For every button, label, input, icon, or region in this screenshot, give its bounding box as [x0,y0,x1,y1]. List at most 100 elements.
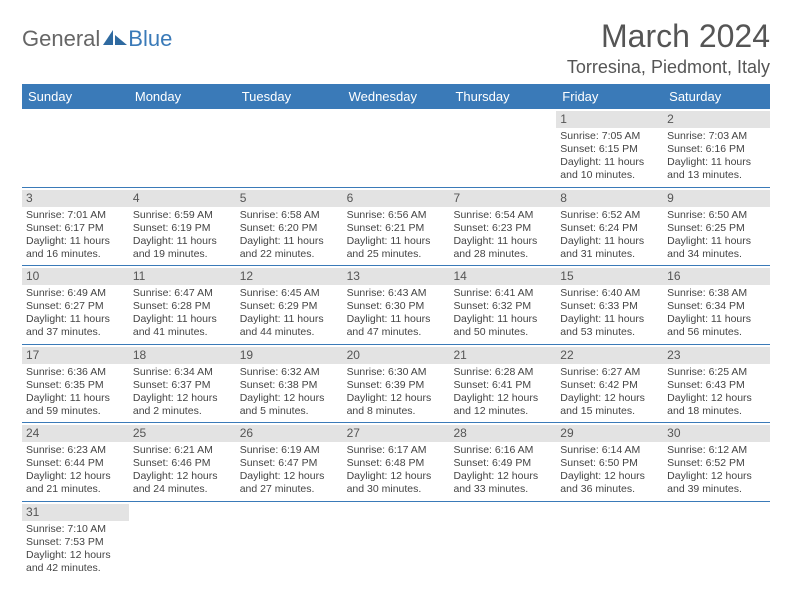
sunrise-text: Sunrise: 6:25 AM [667,366,766,379]
daylight-text: Daylight: 11 hours [347,235,446,248]
daylight-text: and 27 minutes. [240,483,339,496]
calendar-day: 7Sunrise: 6:54 AMSunset: 6:23 PMDaylight… [449,188,556,266]
sunset-text: Sunset: 6:24 PM [560,222,659,235]
sunrise-text: Sunrise: 6:43 AM [347,287,446,300]
sunset-text: Sunset: 6:44 PM [26,457,125,470]
day-number: 6 [343,190,450,207]
daylight-text: and 37 minutes. [26,326,125,339]
day-number: 3 [22,190,129,207]
sunrise-text: Sunrise: 7:10 AM [26,523,125,536]
daylight-text: and 8 minutes. [347,405,446,418]
sunrise-text: Sunrise: 6:58 AM [240,209,339,222]
daylight-text: and 12 minutes. [453,405,552,418]
calendar-day: 30Sunrise: 6:12 AMSunset: 6:52 PMDayligh… [663,423,770,501]
daylight-text: Daylight: 12 hours [347,470,446,483]
day-number: 28 [449,425,556,442]
sunset-text: Sunset: 6:50 PM [560,457,659,470]
calendar-empty [449,109,556,187]
daylight-text: and 21 minutes. [26,483,125,496]
sunset-text: Sunset: 6:37 PM [133,379,232,392]
sunset-text: Sunset: 6:32 PM [453,300,552,313]
day-number: 13 [343,268,450,285]
daylight-text: Daylight: 12 hours [26,549,125,562]
sunset-text: Sunset: 6:16 PM [667,143,766,156]
sunrise-text: Sunrise: 7:03 AM [667,130,766,143]
calendar-day: 20Sunrise: 6:30 AMSunset: 6:39 PMDayligh… [343,345,450,423]
daylight-text: and 39 minutes. [667,483,766,496]
daylight-text: Daylight: 11 hours [133,313,232,326]
location: Torresina, Piedmont, Italy [567,57,770,78]
daylight-text: Daylight: 12 hours [667,392,766,405]
sunset-text: Sunset: 6:25 PM [667,222,766,235]
calendar-day: 17Sunrise: 6:36 AMSunset: 6:35 PMDayligh… [22,345,129,423]
calendar-day: 26Sunrise: 6:19 AMSunset: 6:47 PMDayligh… [236,423,343,501]
daylight-text: and 15 minutes. [560,405,659,418]
calendar-row: 24Sunrise: 6:23 AMSunset: 6:44 PMDayligh… [22,423,770,502]
calendar-day: 15Sunrise: 6:40 AMSunset: 6:33 PMDayligh… [556,266,663,344]
daylight-text: Daylight: 11 hours [133,235,232,248]
sunrise-text: Sunrise: 6:16 AM [453,444,552,457]
daylight-text: Daylight: 11 hours [560,313,659,326]
daylight-text: Daylight: 11 hours [26,313,125,326]
sunset-text: Sunset: 6:17 PM [26,222,125,235]
daylight-text: and 5 minutes. [240,405,339,418]
daylight-text: Daylight: 12 hours [240,392,339,405]
sunset-text: Sunset: 6:43 PM [667,379,766,392]
calendar-day: 3 Sunrise: 7:01 AMSunset: 6:17 PMDaylight… [22,188,129,266]
day-number: 26 [236,425,343,442]
brand-logo: General Blue [22,26,172,52]
daylight-text: Daylight: 11 hours [240,313,339,326]
daylight-text: and 28 minutes. [453,248,552,261]
sunset-text: Sunset: 6:21 PM [347,222,446,235]
daylight-text: Daylight: 11 hours [453,313,552,326]
daylight-text: and 42 minutes. [26,562,125,575]
calendar-empty [343,109,450,187]
daylight-text: Daylight: 12 hours [133,392,232,405]
dow-sunday: Sunday [22,84,129,109]
day-number: 21 [449,347,556,364]
calendar-header-row: Sunday Monday Tuesday Wednesday Thursday… [22,84,770,109]
calendar-day: 24Sunrise: 6:23 AMSunset: 6:44 PMDayligh… [22,423,129,501]
sunrise-text: Sunrise: 6:17 AM [347,444,446,457]
calendar-day: 16Sunrise: 6:38 AMSunset: 6:34 PMDayligh… [663,266,770,344]
daylight-text: Daylight: 12 hours [453,392,552,405]
sunrise-text: Sunrise: 6:56 AM [347,209,446,222]
sunset-text: Sunset: 6:35 PM [26,379,125,392]
day-number: 5 [236,190,343,207]
day-number: 2 [663,111,770,128]
calendar-day: 12Sunrise: 6:45 AMSunset: 6:29 PMDayligh… [236,266,343,344]
day-number: 16 [663,268,770,285]
sunrise-text: Sunrise: 6:54 AM [453,209,552,222]
daylight-text: Daylight: 11 hours [26,235,125,248]
day-number: 12 [236,268,343,285]
calendar-day: 13Sunrise: 6:43 AMSunset: 6:30 PMDayligh… [343,266,450,344]
daylight-text: and 36 minutes. [560,483,659,496]
sunset-text: Sunset: 6:20 PM [240,222,339,235]
sunrise-text: Sunrise: 7:01 AM [26,209,125,222]
daylight-text: and 18 minutes. [667,405,766,418]
day-number: 7 [449,190,556,207]
daylight-text: Daylight: 12 hours [453,470,552,483]
calendar-row: 17Sunrise: 6:36 AMSunset: 6:35 PMDayligh… [22,345,770,424]
calendar-empty [236,502,343,580]
sunset-text: Sunset: 6:41 PM [453,379,552,392]
brand-part1: General [22,26,100,52]
calendar-day: 5Sunrise: 6:58 AMSunset: 6:20 PMDaylight… [236,188,343,266]
sunrise-text: Sunrise: 6:34 AM [133,366,232,379]
calendar-day: 18Sunrise: 6:34 AMSunset: 6:37 PMDayligh… [129,345,236,423]
daylight-text: Daylight: 11 hours [560,235,659,248]
daylight-text: and 30 minutes. [347,483,446,496]
day-number: 25 [129,425,236,442]
calendar-day: 2Sunrise: 7:03 AMSunset: 6:16 PMDaylight… [663,109,770,187]
calendar-day: 21Sunrise: 6:28 AMSunset: 6:41 PMDayligh… [449,345,556,423]
sunset-text: Sunset: 6:33 PM [560,300,659,313]
day-number: 22 [556,347,663,364]
day-number: 15 [556,268,663,285]
sunrise-text: Sunrise: 6:23 AM [26,444,125,457]
day-number: 14 [449,268,556,285]
sunset-text: Sunset: 6:52 PM [667,457,766,470]
calendar-day: 11Sunrise: 6:47 AMSunset: 6:28 PMDayligh… [129,266,236,344]
sunset-text: Sunset: 6:28 PM [133,300,232,313]
calendar-empty [449,502,556,580]
calendar-row: 31Sunrise: 7:10 AMSunset: 7:53 PMDayligh… [22,502,770,580]
